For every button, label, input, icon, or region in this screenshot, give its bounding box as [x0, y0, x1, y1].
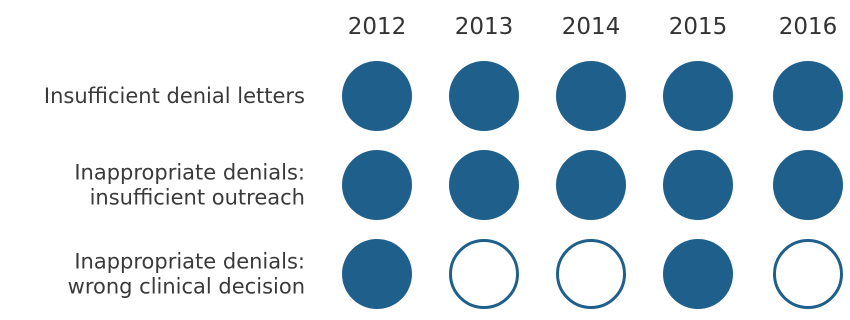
row-labels: Insufficient denial letters Inappropriate…	[44, 84, 305, 299]
empty-marker-row3-2016	[773, 239, 843, 309]
filled-marker-row1-2013	[449, 61, 519, 131]
year-label-2012: 2012	[348, 14, 407, 40]
filled-marker-row2-2013	[449, 150, 519, 220]
filled-marker-row3-2012	[342, 239, 412, 309]
empty-marker-row3-2013	[449, 239, 519, 309]
empty-marker-row3-2014	[556, 239, 626, 309]
filled-marker-row2-2014	[556, 150, 626, 220]
year-label-2014: 2014	[562, 14, 621, 40]
row-label-2-line-2: insufficient outreach	[90, 186, 305, 210]
year-label-2016: 2016	[779, 14, 838, 40]
filled-marker-row1-2012	[342, 61, 412, 131]
row-label-3-line-1: Inappropriate denials:	[74, 250, 305, 274]
filled-marker-row1-2014	[556, 61, 626, 131]
filled-marker-row2-2015	[663, 150, 733, 220]
filled-marker-row2-2012	[342, 150, 412, 220]
filled-marker-row3-2015	[663, 239, 733, 309]
markers	[342, 61, 843, 309]
filled-marker-row1-2015	[663, 61, 733, 131]
filled-marker-row1-2016	[773, 61, 843, 131]
row-label-1-line-1: Insufficient denial letters	[44, 84, 305, 108]
filled-marker-row2-2016	[773, 150, 843, 220]
row-label-2-line-1: Inappropriate denials:	[74, 161, 305, 185]
year-label-2013: 2013	[455, 14, 514, 40]
year-label-2015: 2015	[669, 14, 728, 40]
row-label-3-line-2: wrong clinical decision	[68, 275, 305, 299]
year-labels: 2012 2013 2014 2015 2016	[348, 14, 838, 40]
